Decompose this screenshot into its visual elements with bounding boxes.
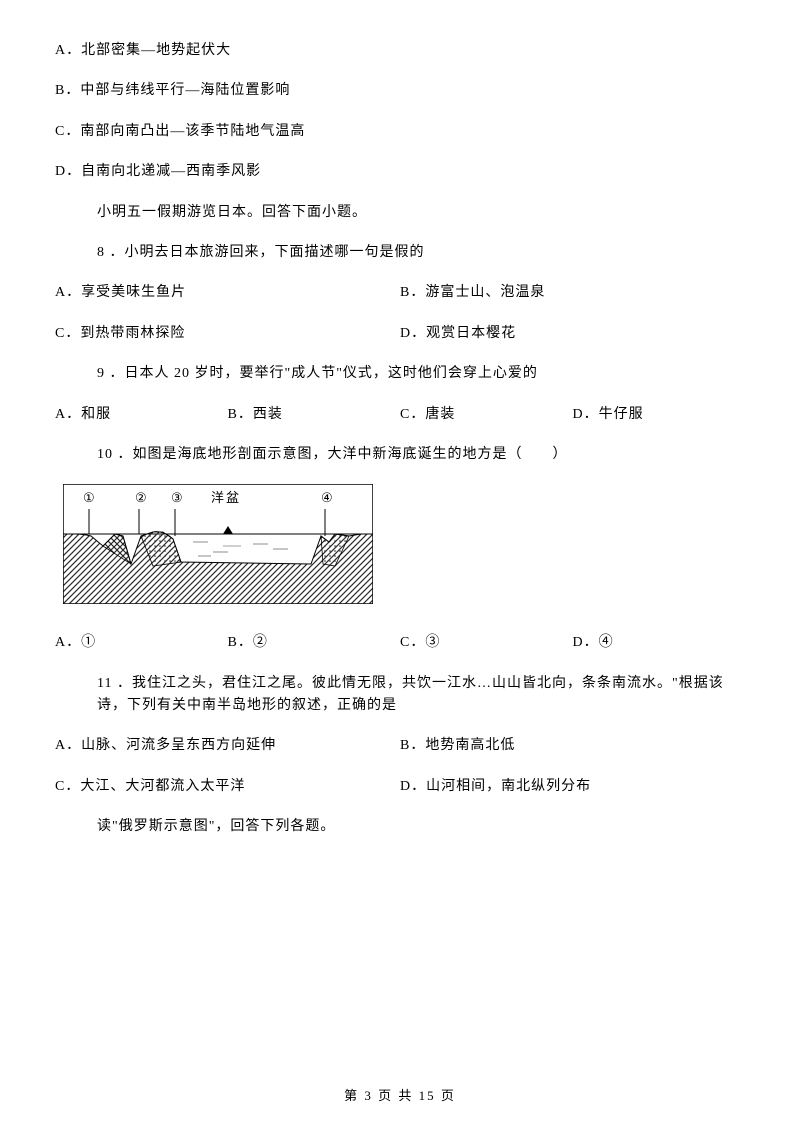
seafloor-diagram: ① ② ③ 洋盆 ④: [63, 484, 373, 604]
q8-option-c: C．到热带雨林探险: [55, 323, 400, 345]
diagram-label-4: ④: [321, 488, 333, 509]
prev-option-a: A．北部密集—地势起伏大: [55, 40, 745, 62]
q8-stem: 8 ．小明去日本旅游回来，下面描述哪一句是假的: [55, 242, 745, 264]
q9-option-c: C．唐装: [400, 404, 573, 426]
prev-option-c: C．南部向南凸出—该季节陆地气温高: [55, 121, 745, 143]
diagram-label-2: ②: [135, 488, 147, 509]
q9-option-b: B．西装: [228, 404, 401, 426]
diagram-label-3: ③: [171, 488, 183, 509]
q11-option-b: B．地势南高北低: [400, 735, 745, 757]
prev-option-d: D．自南向北递减—西南季风影: [55, 161, 745, 183]
q11-options-row2: C．大江、大河都流入太平洋 D．山河相间，南北纵列分布: [55, 776, 745, 798]
q9-options-row: A．和服 B．西装 C．唐装 D．牛仔服: [55, 404, 745, 426]
q10-option-d: D．④: [573, 632, 746, 654]
q11-option-c: C．大江、大河都流入太平洋: [55, 776, 400, 798]
q11-options-row1: A．山脉、河流多呈东西方向延伸 B．地势南高北低: [55, 735, 745, 757]
q8-options-row2: C．到热带雨林探险 D．观赏日本樱花: [55, 323, 745, 345]
prev-option-b: B．中部与纬线平行—海陆位置影响: [55, 80, 745, 102]
diagram-label-1: ①: [83, 488, 95, 509]
q10-stem: 10 ．如图是海底地形剖面示意图，大洋中新海底诞生的地方是（ ）: [55, 444, 745, 466]
q8-option-d: D．观赏日本樱花: [400, 323, 745, 345]
q10-diagram-container: ① ② ③ 洋盆 ④: [55, 484, 745, 604]
q8-options-row1: A．享受美味生鱼片 B．游富士山、泡温泉: [55, 282, 745, 304]
q8-intro: 小明五一假期游览日本。回答下面小题。: [55, 202, 745, 224]
q8-option-b: B．游富士山、泡温泉: [400, 282, 745, 304]
q8-option-a: A．享受美味生鱼片: [55, 282, 400, 304]
q11-option-a: A．山脉、河流多呈东西方向延伸: [55, 735, 400, 757]
q11-stem: 11 ．我住江之头，君住江之尾。彼此情无限，共饮一江水…山山皆北向，条条南流水。…: [55, 673, 745, 718]
q9-option-a: A．和服: [55, 404, 228, 426]
q11-option-d: D．山河相间，南北纵列分布: [400, 776, 745, 798]
q10-option-c: C．③: [400, 632, 573, 654]
q10-options-row: A．① B．② C．③ D．④: [55, 632, 745, 654]
q12-intro: 读"俄罗斯示意图"，回答下列各题。: [55, 816, 745, 838]
q10-option-b: B．②: [228, 632, 401, 654]
q9-option-d: D．牛仔服: [573, 404, 746, 426]
q9-stem: 9 ．日本人 20 岁时，要举行"成人节"仪式，这时他们会穿上心爱的: [55, 363, 745, 385]
diagram-label-basin: 洋盆: [211, 488, 241, 509]
q10-option-a: A．①: [55, 632, 228, 654]
page-footer: 第 3 页 共 15 页: [0, 1086, 800, 1107]
